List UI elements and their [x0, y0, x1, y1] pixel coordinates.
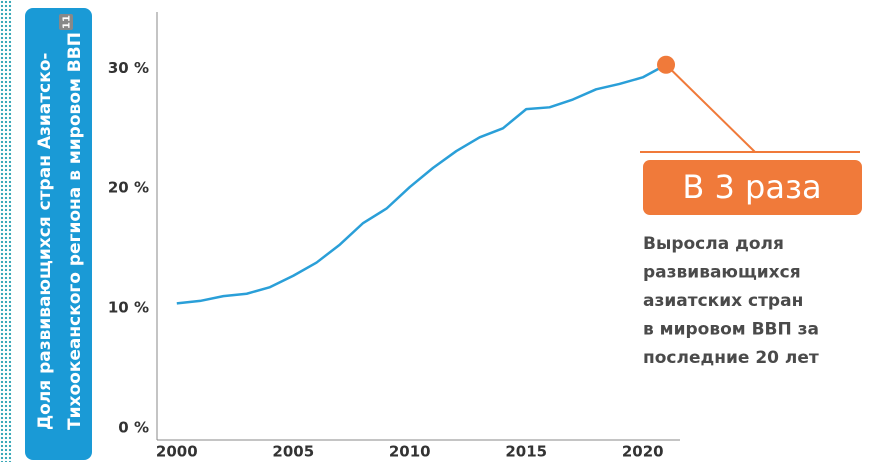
callout-box	[643, 160, 862, 215]
ylabel-box	[25, 8, 92, 460]
decor-border	[0, 0, 12, 462]
callout-line	[665, 64, 756, 153]
y-tick-label: 30 %	[108, 59, 149, 77]
x-tick-label: 2020	[622, 443, 664, 461]
y-axis-label: Тихоокеанского региона в мировом ВВП	[65, 32, 85, 430]
y-axis-label: Доля развивающихся стран Азиатско-	[35, 53, 55, 431]
highlight-point	[657, 55, 676, 74]
y-tick-label: 0 %	[118, 419, 149, 437]
x-tick-label: 2000	[156, 443, 198, 461]
annotation-text: азиатских стран	[643, 291, 803, 311]
x-tick-label: 2005	[272, 443, 314, 461]
annotation-text: последние 20 лет	[643, 348, 819, 368]
y-tick-label: 10 %	[108, 299, 149, 317]
annotation-text: развивающихся	[643, 263, 801, 283]
footnote-box	[59, 14, 73, 30]
footnote: 11	[62, 15, 73, 29]
x-tick-label: 2015	[505, 443, 547, 461]
annotation-text: в мировом ВВП за	[643, 320, 819, 340]
x-tick-label: 2010	[389, 443, 431, 461]
y-tick-label: 20 %	[108, 179, 149, 197]
annotation-text: Выросла доля	[643, 234, 784, 254]
callout-headline: В 3 раза	[682, 168, 821, 206]
line	[176, 63, 667, 305]
